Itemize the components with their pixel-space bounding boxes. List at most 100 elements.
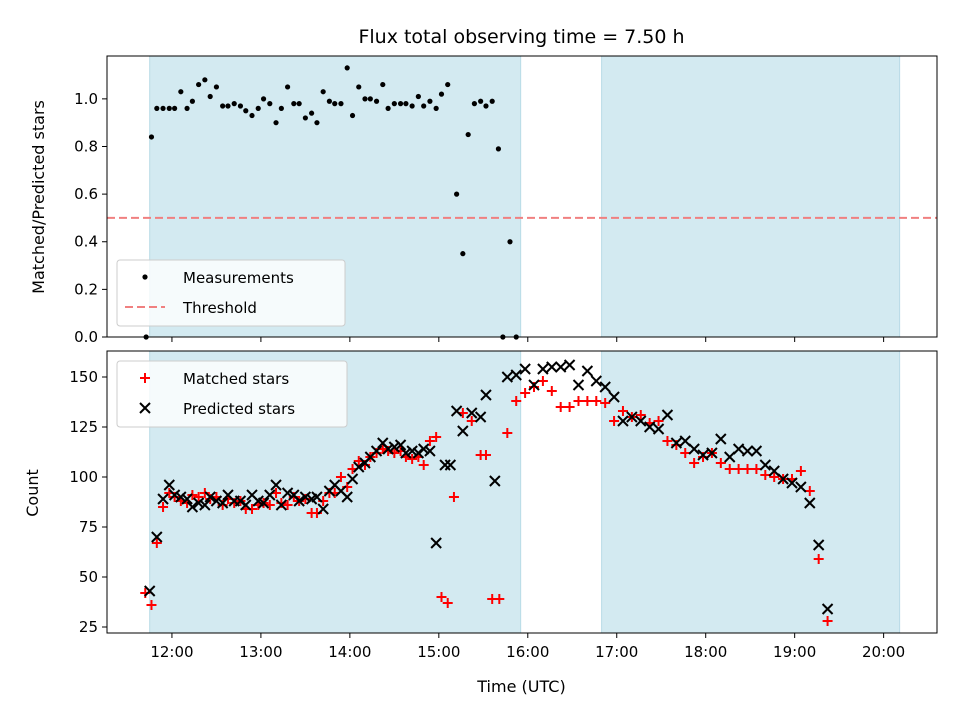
measurements-point-15 — [231, 101, 237, 107]
matched-stars-point-92 — [795, 466, 806, 476]
matched-stars-point-60 — [511, 396, 522, 406]
predicted-stars-point-84 — [741, 445, 754, 457]
predicted-stars-point-83 — [732, 443, 745, 455]
measurements-point-44 — [403, 101, 409, 107]
measurements-point-45 — [409, 103, 415, 109]
predicted-stars-point-41 — [388, 441, 401, 453]
measurements-point-9 — [196, 81, 202, 88]
matched-stars-point-64 — [546, 386, 557, 396]
measurements-point-49 — [433, 105, 439, 111]
measurements-point-58 — [489, 98, 495, 104]
matched-stars-point-95 — [822, 616, 833, 626]
observing-window-1 — [601, 351, 900, 633]
measurements-point-4 — [166, 105, 172, 111]
measurements-point-14 — [225, 103, 231, 109]
measurements-point-2 — [154, 105, 160, 111]
axes-frame — [106, 350, 938, 634]
measurements-point-11 — [207, 93, 213, 100]
measurements-point-37 — [362, 96, 368, 102]
predicted-stars-point-88 — [777, 473, 789, 485]
legend-label-predicted-stars: Predicted stars — [183, 400, 295, 418]
measurements-point-33 — [338, 101, 344, 107]
predicted-stars-point-91 — [804, 497, 816, 509]
matched-stars-point-89 — [769, 472, 780, 482]
measurements-point-7 — [184, 105, 190, 111]
matched-stars-point-86 — [742, 464, 753, 474]
measurements-point-6 — [178, 89, 184, 95]
measurements-point-46 — [415, 93, 421, 100]
predicted-stars-point-58 — [510, 369, 522, 381]
predicted-stars-point-5 — [175, 491, 187, 503]
predicted-stars-point-11 — [210, 495, 223, 507]
predicted-stars-point-76 — [670, 437, 683, 449]
measurements-point-35 — [349, 112, 356, 119]
predicted-stars-point-3 — [163, 479, 175, 491]
predicted-stars-point-69 — [608, 391, 620, 403]
x-tick-label-7: 19:00 — [773, 643, 816, 661]
predicted-stars-point-65 — [572, 379, 585, 391]
predicted-stars-point-46 — [417, 443, 430, 455]
matched-stars-point-59 — [502, 428, 513, 438]
matched-stars-point-2 — [151, 538, 162, 548]
measurements-point-51 — [445, 81, 451, 88]
measurements-point-34 — [344, 65, 350, 71]
predicted-stars-point-71 — [626, 411, 638, 423]
y-tick-label-2: 75 — [79, 518, 98, 536]
predicted-stars-point-33 — [341, 491, 353, 503]
measurements-point-3 — [160, 105, 166, 111]
predicted-stars-point-52 — [457, 425, 469, 437]
count-subplot: 25 50 75 100 125 150 12:00 13:00 14:00 15:00 16:00… — [69, 350, 938, 661]
predicted-stars-point-77 — [679, 435, 691, 447]
y-axis-label-ratio: Matched/Predicted stars — [29, 100, 48, 294]
measurements-point-29 — [314, 120, 320, 126]
measurements-point-55 — [471, 101, 478, 107]
predicted-stars-point-57 — [501, 371, 514, 383]
predicted-stars-point-61 — [537, 363, 549, 375]
predicted-stars-point-43 — [400, 447, 412, 459]
predicted-stars-point-28 — [311, 491, 323, 503]
matched-stars-point-49 — [431, 432, 442, 442]
measurements-point-56 — [478, 98, 484, 104]
measurements-point-16 — [237, 103, 244, 109]
measurements-point-41 — [385, 105, 391, 111]
predicted-stars-point-12 — [216, 497, 229, 509]
measurements-point-13 — [220, 103, 226, 109]
measurements-point-8 — [189, 98, 196, 104]
measurements-point-36 — [356, 84, 362, 90]
matched-stars-point-79 — [680, 448, 691, 458]
axes-frame — [106, 55, 938, 338]
matched-stars-point-84 — [724, 464, 735, 474]
predicted-stars-point-44 — [406, 445, 418, 457]
measurements-point-24 — [284, 84, 291, 90]
predicted-stars-point-47 — [424, 445, 436, 457]
matched-stars-point-65 — [555, 402, 566, 412]
predicted-stars-point-42 — [394, 439, 407, 451]
matched-stars-point-71 — [609, 416, 620, 426]
measurements-point-21 — [267, 101, 273, 107]
measurements-point-61 — [507, 239, 513, 245]
matched-stars-point-47 — [418, 460, 429, 470]
measurements-point-40 — [380, 81, 386, 88]
predicted-stars-point-80 — [706, 447, 718, 459]
measurements-point-31 — [326, 98, 333, 104]
predicted-stars-point-86 — [759, 459, 772, 471]
matched-stars-point-3 — [158, 502, 169, 512]
y-tick-label-2: 0.4 — [74, 233, 98, 251]
legend: Matched stars Predicted stars — [116, 360, 348, 428]
matched-stars-point-88 — [760, 470, 771, 480]
measurements-point-26 — [296, 101, 302, 107]
predicted-stars-point-10 — [204, 491, 216, 503]
x-tick-label-6: 18:00 — [684, 643, 727, 661]
x-tick-label-0: 12:00 — [150, 643, 193, 661]
measurements-point-32 — [332, 101, 338, 107]
measurements-point-43 — [397, 101, 404, 107]
matched-stars-point-77 — [662, 436, 673, 446]
legend-box — [116, 259, 346, 327]
predicted-stars-point-0 — [143, 585, 156, 597]
predicted-stars-point-4 — [168, 489, 181, 501]
matched-stars-point-50 — [436, 592, 447, 602]
measurements-point-12 — [213, 84, 220, 90]
x-tick-label-2: 14:00 — [328, 643, 371, 661]
predicted-stars-point-55 — [480, 389, 492, 401]
matched-stars-point-24 — [282, 500, 293, 510]
